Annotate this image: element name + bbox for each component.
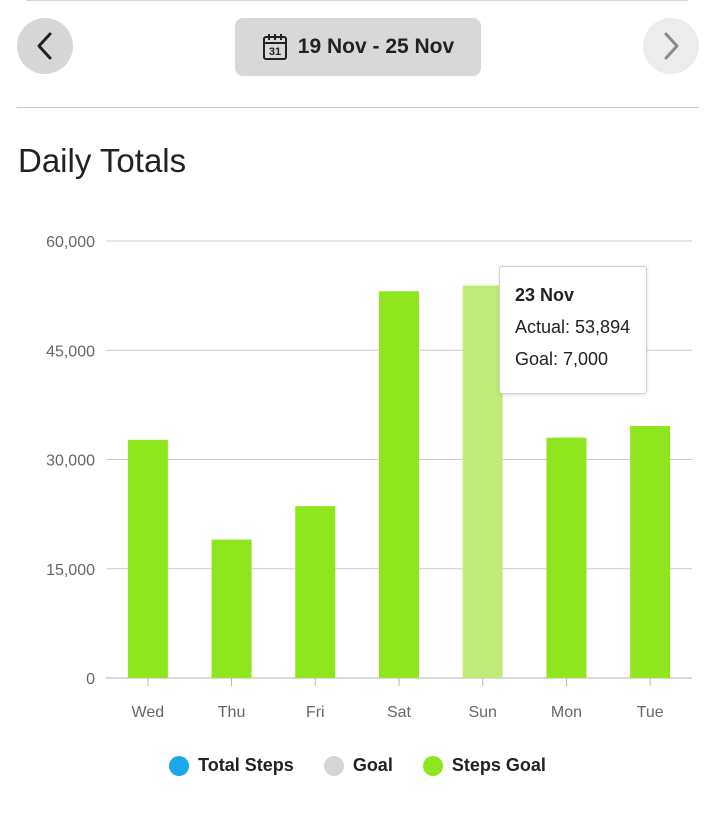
calendar-icon: 31 (262, 33, 288, 61)
bar-sat[interactable] (379, 291, 419, 678)
chart-legend: Total Steps Goal Steps Goal (0, 755, 715, 776)
legend-item-goal[interactable]: Goal (323, 755, 393, 776)
x-tick-label: Tue (637, 704, 664, 721)
x-tick-label: Thu (218, 704, 246, 721)
legend-label-goal: Goal (352, 755, 393, 775)
chevron-right-icon (664, 32, 679, 60)
x-tick-label: Wed (132, 704, 165, 721)
y-tick-label: 45,000 (46, 343, 95, 360)
legend-dot-steps-goal (422, 755, 443, 776)
section-title: Daily Totals (18, 142, 187, 179)
tooltip-actual: Actual: 53,894 (515, 317, 631, 337)
chart-tooltip: 23 Nov Actual: 53,894 Goal: 7,000 (499, 266, 647, 394)
x-tick-label: Sun (468, 704, 496, 721)
bar-tue[interactable] (630, 425, 671, 678)
daily-totals-bar-chart: 0 15,000 30,000 45,000 60,000 Wed Thu Fri Sat Sun… (46, 234, 692, 721)
date-range-picker-button[interactable]: 31 19 Nov - 25 Nov (235, 18, 481, 76)
tooltip-goal: Goal: 7,000 (515, 349, 609, 369)
next-week-button[interactable] (643, 18, 699, 74)
bar-wed[interactable] (127, 439, 168, 678)
y-tick-label: 60,000 (46, 234, 95, 251)
x-tick-label: Sat (387, 704, 412, 721)
y-tick-label: 15,000 (46, 562, 95, 579)
bar-mon[interactable] (546, 437, 587, 678)
y-tick-label: 30,000 (46, 453, 95, 470)
y-tick-label: 0 (86, 671, 95, 688)
legend-item-steps-goal[interactable]: Steps Goal (422, 755, 546, 776)
chevron-left-icon (37, 32, 52, 60)
x-tick-label: Mon (551, 704, 582, 721)
legend-label-total-steps: Total Steps (198, 755, 294, 775)
top-rule (26, 0, 688, 1)
previous-week-button[interactable] (17, 18, 73, 74)
x-tick-label: Fri (306, 704, 325, 721)
header-divider (17, 107, 699, 108)
legend-item-total-steps[interactable]: Total Steps (169, 755, 294, 776)
legend-label-steps-goal: Steps Goal (451, 755, 546, 775)
legend-dot-goal (323, 755, 344, 776)
tooltip-date: 23 Nov (515, 285, 575, 305)
bar-sun[interactable] (462, 285, 503, 678)
bar-thu[interactable] (211, 539, 252, 678)
calendar-icon-day: 31 (269, 46, 281, 58)
bar-fri[interactable] (295, 506, 336, 678)
date-range-label: 19 Nov - 25 Nov (297, 35, 455, 58)
legend-dot-total-steps (169, 755, 190, 776)
